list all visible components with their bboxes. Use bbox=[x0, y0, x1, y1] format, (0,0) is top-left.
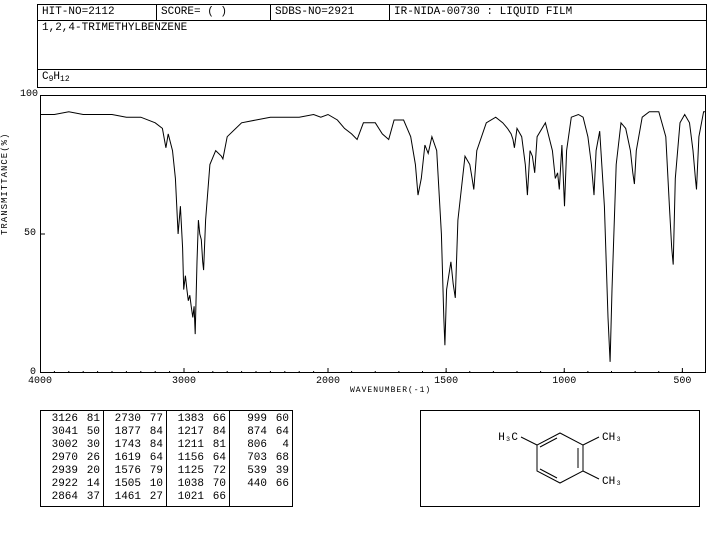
peak-column: 3126813041503002302970262939202922142864… bbox=[40, 410, 104, 507]
x-tick: 4000 bbox=[25, 376, 55, 387]
peak-row: 187784 bbox=[104, 426, 166, 439]
peak-row: 146127 bbox=[104, 491, 166, 504]
score: SCORE= ( ) bbox=[157, 5, 271, 20]
methyl-bottom: CH₃ bbox=[602, 476, 622, 488]
peak-row: 102166 bbox=[167, 491, 229, 504]
peak-row: 300230 bbox=[41, 439, 103, 452]
peak-row: 70368 bbox=[230, 452, 292, 465]
y-tick: 50 bbox=[20, 228, 36, 239]
peak-row: 293920 bbox=[41, 465, 103, 478]
peak-row: 53939 bbox=[230, 465, 292, 478]
peak-row: 292214 bbox=[41, 478, 103, 491]
x-tick: 2000 bbox=[313, 376, 343, 387]
methyl-right: CH₃ bbox=[602, 432, 622, 444]
file-label: IR-NIDA-00730 : LIQUID FILM bbox=[390, 5, 706, 20]
ir-spectrum-plot bbox=[40, 95, 706, 373]
x-axis-label: WAVENUMBER(-1) bbox=[350, 386, 431, 395]
peak-row: 138366 bbox=[167, 413, 229, 426]
peak-row: 273077 bbox=[104, 413, 166, 426]
y-tick: 100 bbox=[20, 89, 36, 100]
peak-row: 121181 bbox=[167, 439, 229, 452]
molecule-structure: H₃C CH₃ CH₃ bbox=[420, 410, 700, 507]
methyl-left: H₃C bbox=[498, 432, 518, 444]
peak-row: 121784 bbox=[167, 426, 229, 439]
peak-row: 304150 bbox=[41, 426, 103, 439]
y-axis-label: TRANSMITTANCE(%) bbox=[0, 133, 10, 235]
peak-row: 161964 bbox=[104, 452, 166, 465]
peak-row: 99960 bbox=[230, 413, 292, 426]
x-tick: 3000 bbox=[169, 376, 199, 387]
formula: C9H12 bbox=[38, 69, 706, 87]
peak-row: 174384 bbox=[104, 439, 166, 452]
peak-row: 87464 bbox=[230, 426, 292, 439]
peak-column: 1383661217841211811156641125721038701021… bbox=[167, 410, 230, 507]
peak-row: 297026 bbox=[41, 452, 103, 465]
x-tick: 1500 bbox=[431, 376, 461, 387]
peak-row: 157679 bbox=[104, 465, 166, 478]
sdbs-no: SDBS-NO=2921 bbox=[271, 5, 390, 20]
peak-row: 312681 bbox=[41, 413, 103, 426]
peak-row: 44066 bbox=[230, 478, 292, 491]
peak-row: 115664 bbox=[167, 452, 229, 465]
compound-name: 1,2,4-TRIMETHYLBENZENE bbox=[38, 20, 706, 69]
peak-row: 150510 bbox=[104, 478, 166, 491]
x-tick: 500 bbox=[667, 376, 697, 387]
x-tick: 1000 bbox=[549, 376, 579, 387]
peak-column: 99960874648064703685393944066 bbox=[230, 410, 293, 507]
peak-row: 286437 bbox=[41, 491, 103, 504]
peak-column: 2730771877841743841619641576791505101461… bbox=[104, 410, 167, 507]
peak-row: 8064 bbox=[230, 439, 292, 452]
hit-no: HIT-NO=2112 bbox=[38, 5, 157, 20]
peak-tables: 3126813041503002302970262939202922142864… bbox=[40, 410, 293, 507]
peak-row: 112572 bbox=[167, 465, 229, 478]
peak-row: 103870 bbox=[167, 478, 229, 491]
